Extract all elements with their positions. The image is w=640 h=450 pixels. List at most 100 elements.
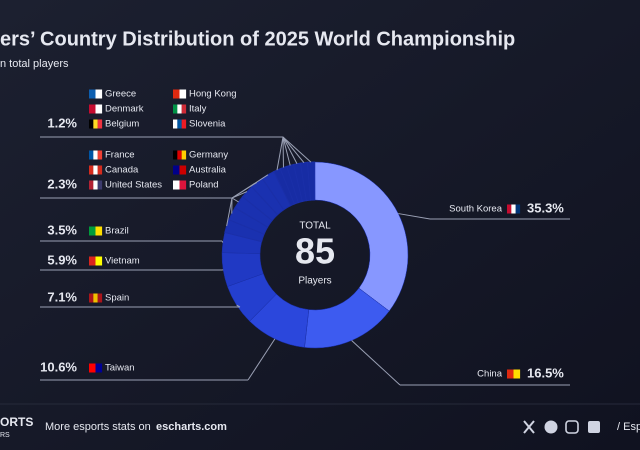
flag-stripe [513,369,521,379]
flag-stripe [89,104,96,114]
flag-stripe [89,150,94,160]
country-name: Canada [105,165,139,176]
center-top: TOTAL [299,221,331,232]
flag-stripe [95,104,103,114]
flag-stripe [181,119,187,129]
country-name: Brazil [105,226,129,237]
flag-stripe [95,256,103,266]
flag-stripe [507,369,514,379]
country-name: Poland [189,180,219,191]
flag-stripe [95,226,103,236]
linkedin-icon[interactable] [588,421,600,433]
country-name: Belgium [105,119,139,130]
flag-stripe [507,204,512,214]
center-bottom: Players [298,276,331,287]
facebook-icon[interactable] [544,420,558,434]
leader-line [282,136,312,163]
country-name: Taiwan [105,363,135,374]
flag [89,165,103,175]
flag-stripe [173,180,180,190]
value-label: 7.1% [47,289,77,304]
flag-stripe [181,150,187,160]
flag-stripe [173,165,180,175]
flag [89,256,103,266]
flag [173,165,187,175]
flag [173,180,187,190]
leader-line [236,304,241,308]
flag [173,119,187,129]
footer-text: More esports stats on [45,421,151,433]
flag-stripe [89,256,96,266]
flag [173,89,187,99]
leader-line [276,136,284,171]
country-name: China [477,369,503,380]
subtitle: n total players [0,58,69,70]
flag [89,180,103,190]
flag-stripe [97,150,103,160]
flag-stripe [89,180,94,190]
value-label: 1.2% [47,115,77,130]
leader-line [351,340,401,386]
flag-stripe [179,180,187,190]
country-name: Germany [189,150,228,161]
value-label: 3.5% [47,222,77,237]
flag-stripe [97,119,103,129]
leader-line [282,136,305,163]
leader-line [221,240,224,243]
flag-stripe [173,89,180,99]
value-label: 10.6% [40,359,77,374]
flag [173,104,187,114]
flag-stripe [177,119,182,129]
value-label: 2.3% [47,176,77,191]
flag-stripe [179,89,187,99]
leader-line [398,213,431,220]
brand-sub: RS [0,432,10,439]
flag [89,150,103,160]
flag [173,150,187,160]
leader-line [231,197,239,203]
country-name: Australia [189,165,227,176]
country-name: France [105,150,135,161]
flag [507,204,521,214]
flag [89,363,103,373]
flag-stripe [179,165,187,175]
flag-stripe [89,293,94,303]
flag-stripe [95,89,103,99]
country-name: Slovenia [189,119,226,130]
flag-stripe [95,363,103,373]
social-icons [523,420,600,434]
flag-stripe [89,363,96,373]
flag-stripe [173,119,178,129]
flag-stripe [97,165,103,175]
flag [89,226,103,236]
flag-stripe [97,293,103,303]
flag-stripe [89,165,94,175]
donut-segment [306,161,316,201]
country-name: South Korea [449,204,503,215]
leader-line [226,197,233,227]
flag-stripe [93,165,98,175]
country-name: Denmark [105,104,144,115]
value-label: 35.3% [527,200,564,215]
center-value: 85 [295,231,335,272]
country-name: Spain [105,293,129,304]
footer-link[interactable]: escharts.com [156,421,227,433]
country-name: Vietnam [105,256,140,267]
flag-stripe [93,293,98,303]
flag [507,369,521,379]
flag-stripe [89,89,96,99]
instagram-icon[interactable] [565,420,579,434]
x-icon[interactable] [523,420,535,434]
leader-line [247,338,276,381]
flag-stripe [97,180,103,190]
flag-stripe [89,119,94,129]
flag [89,89,103,99]
flag-stripe [177,104,182,114]
leader-line [282,136,298,164]
country-name: Hong Kong [189,89,237,100]
flag-stripe [93,150,98,160]
value-label: 16.5% [527,365,564,380]
flag [89,104,103,114]
